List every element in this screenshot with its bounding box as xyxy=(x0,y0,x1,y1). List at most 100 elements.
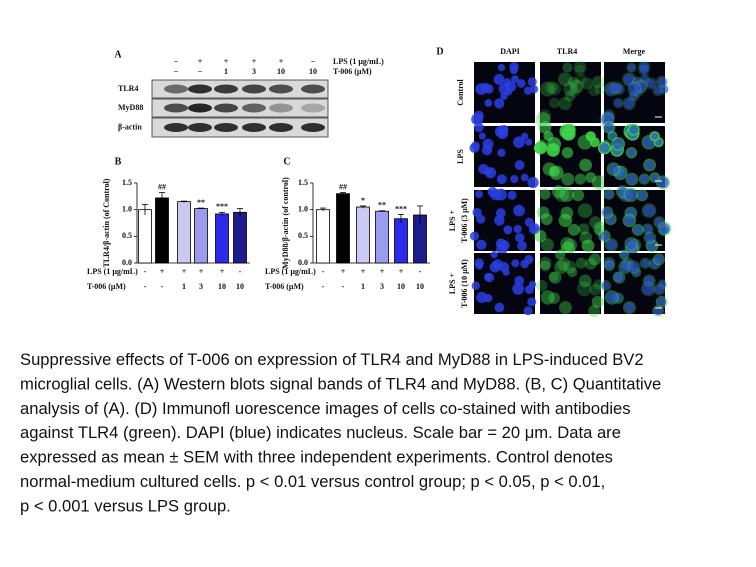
cell-green xyxy=(588,304,601,317)
cell-green xyxy=(533,141,547,155)
condition-value: + xyxy=(160,267,165,276)
cell-green xyxy=(572,189,585,202)
cell-green xyxy=(567,267,578,278)
cell-green xyxy=(554,187,570,202)
blot-band xyxy=(164,84,188,94)
cell-green xyxy=(561,147,574,159)
cell-green xyxy=(560,241,576,257)
cell-green xyxy=(585,131,596,142)
condition-value: 10 xyxy=(397,282,405,291)
cell-nucleus xyxy=(471,281,480,290)
cell-nucleus xyxy=(627,63,636,72)
cell-green xyxy=(579,158,592,172)
cell-green xyxy=(594,83,606,95)
blot-strip xyxy=(151,79,329,99)
cell-nucleus xyxy=(657,77,667,87)
blot-row-label: β-actin xyxy=(118,122,142,131)
cell-nucleus xyxy=(640,174,649,184)
blot-condition-value: + xyxy=(224,57,229,66)
y-tick-label: 1.5 xyxy=(122,178,132,187)
bar xyxy=(215,213,229,264)
cell-green xyxy=(539,260,551,272)
cell-nucleus xyxy=(599,231,610,241)
cell-nucleus xyxy=(610,82,621,93)
cell-green xyxy=(568,86,580,98)
cell-nucleus xyxy=(644,160,655,170)
blot-condition-label: T-006 (μM) xyxy=(333,67,372,76)
blot-condition-value: 10 xyxy=(309,67,317,76)
cell-nucleus xyxy=(489,261,501,273)
cell-nucleus xyxy=(654,285,664,295)
y-tick-label: 0.5 xyxy=(122,231,132,240)
bar xyxy=(336,193,350,264)
blot-band xyxy=(214,84,238,94)
significance-label: ** xyxy=(378,201,386,210)
cell-nucleus xyxy=(472,207,482,218)
cell-nucleus xyxy=(647,240,657,251)
cell-nucleus xyxy=(478,132,486,140)
blot-band xyxy=(301,103,325,113)
cell-green xyxy=(540,290,555,305)
cell-green xyxy=(549,271,562,284)
cell-nucleus xyxy=(496,174,507,185)
cell-nucleus xyxy=(625,238,637,250)
blot-band xyxy=(242,103,266,113)
cell-nucleus xyxy=(650,173,659,182)
condition-value: - xyxy=(144,282,147,291)
cell-green xyxy=(585,172,597,183)
panel-label: A xyxy=(114,49,122,60)
y-axis-label: TLR4/β-actin (of Control) xyxy=(102,178,111,267)
cell-green xyxy=(558,72,573,87)
panel-label: B xyxy=(115,156,122,167)
cell-nucleus xyxy=(639,66,648,75)
cell-nucleus xyxy=(645,232,655,243)
cell-green xyxy=(539,188,551,200)
caption-line: p < 0.001 versus LPS group. xyxy=(20,496,231,515)
cell-nucleus xyxy=(482,138,494,150)
cell-nucleus xyxy=(476,291,488,304)
cell-green xyxy=(536,280,548,292)
micrograph xyxy=(540,62,601,123)
cell-nucleus xyxy=(641,259,650,268)
blot-band xyxy=(242,84,266,94)
blot-strip xyxy=(151,117,329,138)
cell-green xyxy=(578,223,590,235)
cell-green xyxy=(588,85,600,97)
cell-nucleus xyxy=(494,215,505,226)
cell-green xyxy=(545,81,558,94)
cell-green xyxy=(567,223,580,236)
condition-value: - xyxy=(322,282,325,291)
blot-row-label: TLR4 xyxy=(118,84,138,93)
condition-value: + xyxy=(380,267,385,276)
cell-nucleus xyxy=(606,291,618,304)
cell-nucleus xyxy=(602,207,612,218)
cell-green xyxy=(536,206,550,219)
cell-nucleus xyxy=(633,225,643,235)
bar xyxy=(316,209,330,264)
cell-nucleus xyxy=(498,261,510,273)
cell-nucleus xyxy=(527,77,537,87)
cell-nucleus xyxy=(476,239,487,250)
cell-nucleus xyxy=(474,114,483,123)
cell-green xyxy=(563,81,578,96)
blot-condition-value: + xyxy=(252,57,257,66)
cell-nucleus xyxy=(530,85,539,94)
cell-green xyxy=(574,64,586,76)
blot-band xyxy=(188,103,212,113)
cell-green xyxy=(588,253,601,266)
cell-green xyxy=(559,301,572,314)
blot-condition-value: 1 xyxy=(224,67,228,76)
cell-green xyxy=(552,185,566,199)
blot-condition-value: − xyxy=(174,67,179,76)
condition-value: + xyxy=(199,267,204,276)
cell-nucleus xyxy=(660,226,669,235)
cell-nucleus xyxy=(646,79,656,88)
cell-nucleus xyxy=(507,190,517,200)
cell-nucleus xyxy=(524,285,534,295)
column-header: Merge xyxy=(623,47,646,56)
cell-nucleus xyxy=(642,282,655,295)
blot-strip xyxy=(151,98,329,118)
cell-nucleus xyxy=(474,122,484,133)
blot-band xyxy=(164,103,188,113)
bar xyxy=(155,197,169,264)
